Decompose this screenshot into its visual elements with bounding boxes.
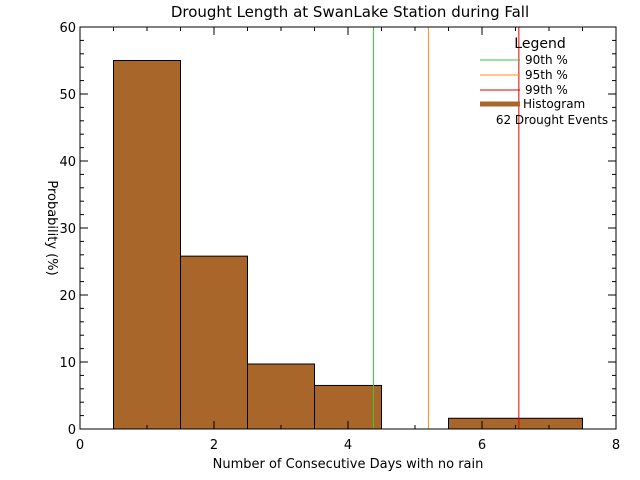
- x-tick-label: 6: [478, 438, 486, 453]
- y-tick-label: 20: [59, 289, 76, 304]
- histogram-bars: [113, 60, 583, 430]
- y-tick-label: 30: [59, 222, 76, 237]
- histogram-bar-3: [247, 363, 315, 430]
- legend-items: 90th %95th %99th %: [480, 53, 568, 97]
- x-tick-label: 8: [612, 438, 620, 453]
- histogram-bar-2: [180, 255, 248, 430]
- x-tick-label: 2: [210, 438, 218, 453]
- histogram-bar-1: [113, 60, 181, 430]
- y-tick-label: 60: [59, 21, 76, 36]
- y-axis-title: Probability (%): [44, 180, 59, 275]
- y-tick-label: 50: [59, 88, 76, 103]
- x-axis-title: Number of Consecutive Days with no rain: [213, 457, 484, 472]
- x-tick-label: 4: [344, 438, 352, 453]
- legend-label-3: 99th %: [525, 83, 568, 97]
- y-axis-ticks: 0 10 20 30 40 50 60: [59, 21, 616, 438]
- y-tick-label: 40: [59, 155, 76, 170]
- percentile-lines: [372, 27, 520, 429]
- legend-events-label: 62 Drought Events: [496, 113, 608, 127]
- x-tick-label: 0: [76, 438, 84, 453]
- y-tick-label: 0: [68, 423, 76, 438]
- y-tick-label: 10: [59, 356, 76, 371]
- legend-histogram-label: Histogram: [523, 97, 585, 111]
- legend-label-2: 95th %: [525, 68, 568, 82]
- legend-title: Legend: [514, 36, 565, 52]
- chart-legend: Legend 90th %95th %99th % Histogram 62 D…: [480, 36, 608, 127]
- chart-title: Drought Length at SwanLake Station durin…: [171, 3, 529, 21]
- legend-label-1: 90th %: [525, 53, 568, 67]
- x-axis-ticks: 0 2 4 6 8: [76, 27, 620, 453]
